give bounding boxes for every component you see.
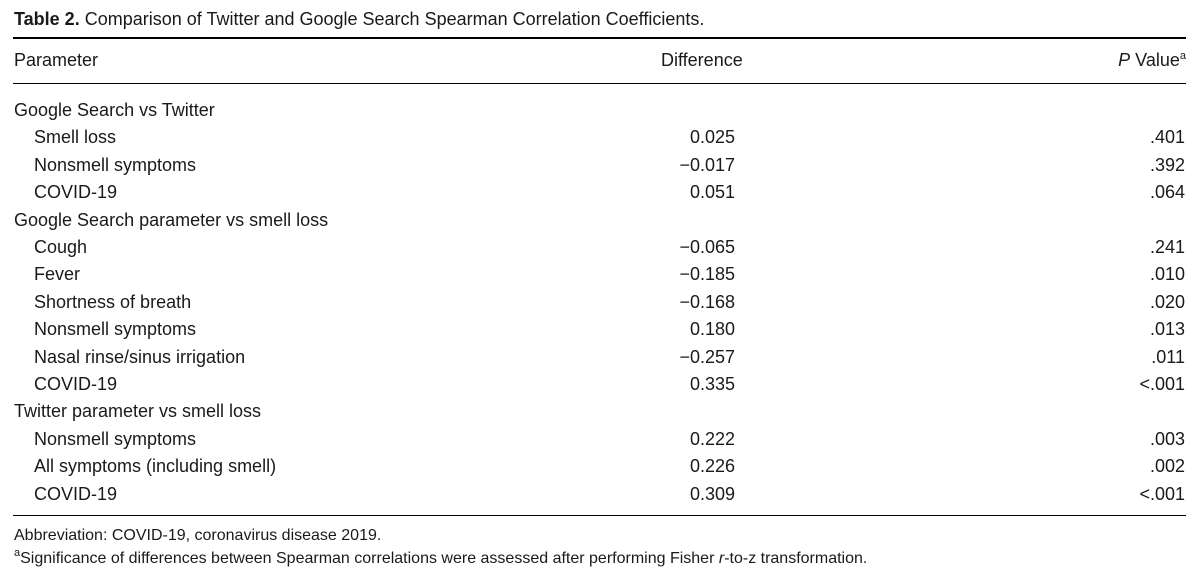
row-p-value: .064 xyxy=(1149,182,1185,202)
row-difference: 0.309 xyxy=(689,484,735,504)
row-difference: 0.180 xyxy=(689,319,735,339)
row-difference: −0.065 xyxy=(679,237,735,257)
row-p-value: <.001 xyxy=(1139,374,1185,394)
row-parameter: COVID-19 xyxy=(34,182,118,202)
row-p-value: .011 xyxy=(1151,347,1185,367)
row-p-value: .020 xyxy=(1149,292,1185,312)
footnote-text-italic: r xyxy=(718,550,725,567)
row-p-value: .010 xyxy=(1149,264,1185,284)
footnote-abbreviation: Abbreviation: COVID-19, coronavirus dise… xyxy=(14,527,382,544)
row-difference: 0.025 xyxy=(689,127,735,147)
row-parameter: Fever xyxy=(34,264,81,284)
header-p-value: P Valuea xyxy=(1118,49,1186,71)
header-p-italic: P xyxy=(1118,50,1131,70)
row-p-value: .401 xyxy=(1149,127,1185,147)
header-rule xyxy=(13,83,1186,84)
row-parameter: Nonsmell symptoms xyxy=(34,155,197,175)
header-p-rest: Value xyxy=(1130,50,1180,70)
row-parameter: Nonsmell symptoms xyxy=(34,429,197,449)
row-difference: 0.335 xyxy=(689,374,735,394)
footnote-sup: a xyxy=(14,547,21,559)
row-difference: 0.222 xyxy=(689,429,735,449)
group-heading: Twitter parameter vs smell loss xyxy=(14,401,262,421)
header-p-sup: a xyxy=(1179,50,1186,62)
table-caption: Table 2. Comparison of Twitter and Googl… xyxy=(14,8,704,30)
row-difference: −0.168 xyxy=(679,292,735,312)
row-difference: 0.226 xyxy=(689,456,735,476)
row-parameter: Smell loss xyxy=(34,127,117,147)
row-p-value: .241 xyxy=(1149,237,1185,257)
row-parameter: All symptoms (including smell) xyxy=(34,456,277,476)
row-parameter: Cough xyxy=(34,237,88,257)
row-difference: −0.257 xyxy=(679,347,735,367)
header-parameter: Parameter xyxy=(14,50,99,70)
row-parameter: COVID-19 xyxy=(34,374,118,394)
row-p-value: .002 xyxy=(1149,456,1185,476)
row-parameter: Shortness of breath xyxy=(34,292,192,312)
row-p-value: .392 xyxy=(1149,155,1185,175)
row-p-value: .003 xyxy=(1149,429,1185,449)
row-parameter: COVID-19 xyxy=(34,484,118,504)
footnote-text-post: -to-z transformation. xyxy=(724,550,868,567)
group-heading: Google Search parameter vs smell loss xyxy=(14,210,329,230)
bottom-rule xyxy=(13,515,1186,516)
row-difference: 0.051 xyxy=(689,182,735,202)
row-parameter: Nasal rinse/sinus irrigation xyxy=(34,347,246,367)
row-p-value: .013 xyxy=(1149,319,1185,339)
table-caption-label: Table 2. xyxy=(14,9,80,29)
row-difference: −0.185 xyxy=(679,264,735,284)
header-difference: Difference xyxy=(661,50,743,70)
row-difference: −0.017 xyxy=(679,155,735,175)
row-p-value: <.001 xyxy=(1139,484,1185,504)
group-heading: Google Search vs Twitter xyxy=(14,100,215,120)
footnote-text-pre: Significance of differences between Spea… xyxy=(20,550,719,567)
table-caption-text: Comparison of Twitter and Google Search … xyxy=(84,9,705,29)
top-rule xyxy=(13,37,1186,39)
row-parameter: Nonsmell symptoms xyxy=(34,319,197,339)
footnote-significance: aSignificance of differences between Spe… xyxy=(14,547,868,569)
